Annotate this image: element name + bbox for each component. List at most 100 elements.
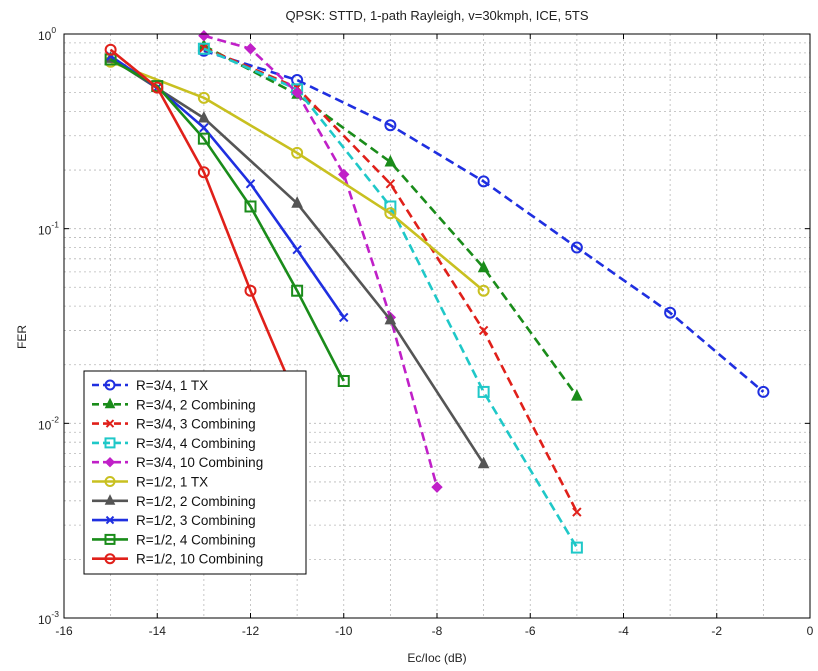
legend-label: R=3/4, 2 Combining: [136, 397, 256, 412]
x-tick-label: -14: [149, 624, 167, 638]
data-point: [104, 553, 116, 565]
x-tick-label: -16: [55, 624, 73, 638]
legend-item: R=3/4, 3 Combining: [92, 417, 256, 432]
data-point: [477, 456, 490, 469]
series-line: [203, 47, 579, 549]
data-point: [291, 86, 303, 99]
data-point: [244, 43, 257, 55]
data-point: [385, 179, 396, 189]
data-point: [664, 306, 677, 319]
data-point: [244, 284, 257, 297]
data-point: [197, 166, 210, 179]
data-point: [431, 481, 443, 493]
data-point: [571, 388, 583, 401]
data-point: [570, 541, 583, 554]
legend-item: R=3/4, 2 Combining: [92, 397, 256, 412]
legend-label: R=3/4, 10 Combining: [136, 455, 263, 470]
data-point: [104, 533, 116, 545]
x-tick-label: -2: [711, 624, 722, 638]
data-point: [198, 110, 210, 123]
data-point: [338, 168, 350, 181]
data-point: [291, 146, 304, 159]
data-point: [384, 312, 397, 325]
data-point: [198, 30, 210, 42]
data-point: [384, 119, 397, 132]
data-point: [104, 437, 116, 449]
legend-item: R=3/4, 10 Combining: [92, 455, 263, 470]
data-point: [757, 385, 770, 398]
legend-item: R=1/2, 10 Combining: [92, 552, 263, 567]
legend-label: R=3/4, 4 Combining: [136, 436, 256, 451]
x-axis-label: Ec/Ioc (dB): [407, 651, 466, 665]
legend-item: R=1/2, 1 TX: [92, 475, 208, 490]
x-tick-label: 0: [807, 624, 814, 638]
series-r-3-4-3-combining: [199, 43, 582, 517]
data-point: [197, 42, 210, 55]
data-point: [199, 123, 209, 133]
series-line: [203, 34, 439, 488]
data-point: [570, 241, 583, 254]
y-tick-label: 100: [38, 25, 56, 43]
data-point: [244, 200, 257, 213]
data-point: [292, 244, 302, 255]
legend-item: R=1/2, 3 Combining: [92, 513, 256, 528]
data-point: [339, 312, 349, 323]
data-point: [477, 260, 490, 273]
legend-item: R=1/2, 4 Combining: [92, 532, 256, 547]
data-point: [104, 476, 116, 487]
series-r-1-2-3-combining: [105, 51, 349, 323]
data-point: [104, 397, 116, 409]
series-r-1-2-10-combining: [104, 43, 299, 396]
data-point: [151, 81, 164, 94]
series-line: [109, 58, 345, 382]
legend-item: R=3/4, 4 Combining: [92, 436, 256, 451]
x-tick-label: -12: [242, 624, 260, 638]
data-point: [572, 507, 582, 517]
y-tick-label: 10-2: [38, 414, 59, 432]
series-r-1-2-2-combining: [104, 51, 490, 469]
data-point: [197, 132, 210, 145]
x-tick-label: -8: [432, 624, 443, 638]
data-point: [337, 374, 350, 387]
data-point: [478, 325, 489, 336]
chart-title: QPSK: STTD, 1-path Rayleigh, v=30kmph, I…: [285, 8, 588, 23]
data-point: [477, 175, 490, 188]
data-point: [105, 419, 115, 428]
series-line: [203, 44, 578, 397]
series-r-3-4-10-combining: [198, 30, 443, 493]
legend-label: R=3/4, 1 TX: [136, 378, 208, 393]
data-point: [291, 196, 303, 208]
legend-label: R=1/2, 1 TX: [136, 475, 208, 490]
series-line: [110, 60, 485, 292]
legend-label: R=1/2, 3 Combining: [136, 513, 256, 528]
legend-label: R=3/4, 3 Combining: [136, 417, 256, 432]
legend-item: R=3/4, 1 TX: [92, 378, 208, 393]
x-tick-label: -4: [618, 624, 629, 638]
legend: R=3/4, 1 TX R=3/4, 2 Combining R=3/4, 3 Co…: [83, 370, 307, 575]
grid-lines: [64, 34, 810, 618]
data-point: [197, 91, 210, 104]
series-line: [203, 49, 765, 393]
y-axis-label: FER: [15, 325, 29, 349]
data-point: [477, 385, 490, 398]
series-layer: [104, 30, 770, 554]
data-point: [291, 284, 304, 297]
x-tick-label: -10: [335, 624, 353, 638]
legend-label: R=1/2, 10 Combining: [136, 552, 263, 567]
series-line: [203, 46, 579, 513]
data-point: [384, 207, 397, 220]
data-point: [384, 200, 397, 213]
data-point: [104, 456, 116, 468]
legend-item: R=1/2, 2 Combining: [92, 494, 256, 509]
legend-label: R=1/2, 2 Combining: [136, 494, 256, 509]
data-point: [104, 494, 116, 505]
legend-label: R=1/2, 4 Combining: [136, 532, 256, 547]
data-point: [104, 43, 117, 56]
data-point: [245, 179, 256, 189]
data-point: [384, 154, 397, 167]
data-point: [477, 284, 490, 297]
data-point: [104, 379, 116, 391]
series-line: [109, 55, 345, 319]
